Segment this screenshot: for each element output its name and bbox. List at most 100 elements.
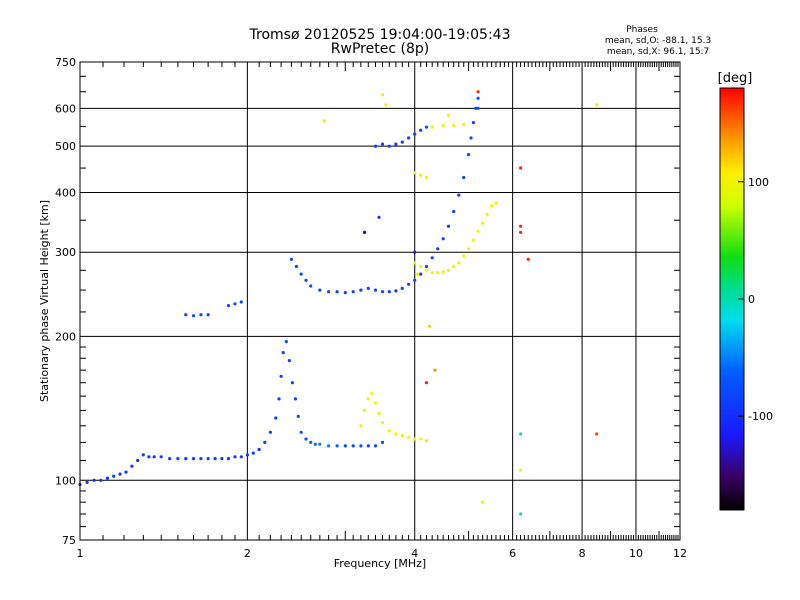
data-point xyxy=(400,434,404,438)
data-point xyxy=(474,106,478,110)
y-tick-label: 75 xyxy=(62,534,76,547)
data-point xyxy=(377,411,381,415)
data-point xyxy=(343,444,347,448)
data-point xyxy=(481,500,485,504)
data-point xyxy=(462,254,466,258)
data-point xyxy=(441,237,445,241)
y-tick-label: 750 xyxy=(55,56,76,69)
data-point xyxy=(394,432,398,436)
data-point xyxy=(380,290,385,294)
data-point xyxy=(457,261,461,265)
data-point xyxy=(416,272,420,276)
chart-title: Tromsø 20120525 19:04:00-19:05:43 xyxy=(249,27,511,43)
data-point xyxy=(263,440,267,444)
legend-title: Phases xyxy=(626,25,658,35)
data-point xyxy=(290,381,294,385)
data-point xyxy=(220,457,224,461)
data-point xyxy=(476,106,480,110)
x-tick-label: 4 xyxy=(411,547,418,560)
data-point xyxy=(380,440,385,444)
data-point xyxy=(519,224,523,228)
data-points xyxy=(78,90,599,516)
colorbar-tick-label: 0 xyxy=(748,293,755,306)
data-point xyxy=(519,512,523,516)
data-point xyxy=(239,300,243,304)
data-point xyxy=(327,290,331,294)
data-point xyxy=(281,351,285,355)
data-point xyxy=(199,313,203,317)
data-point xyxy=(485,212,489,216)
data-point xyxy=(233,455,237,459)
data-point xyxy=(206,457,210,461)
data-point xyxy=(213,457,217,461)
data-point xyxy=(457,193,461,197)
data-point xyxy=(277,397,281,401)
data-point xyxy=(476,96,480,100)
data-point xyxy=(184,313,188,317)
data-point xyxy=(430,256,434,260)
data-point xyxy=(387,290,391,294)
data-point xyxy=(359,424,363,428)
data-point xyxy=(441,270,445,274)
data-point xyxy=(413,437,417,441)
y-tick-label: 100 xyxy=(55,474,76,487)
data-point xyxy=(467,153,471,157)
data-point xyxy=(176,457,180,461)
data-point xyxy=(400,286,404,290)
data-point xyxy=(476,90,480,94)
data-point xyxy=(452,124,456,128)
data-point xyxy=(239,455,243,459)
data-point xyxy=(595,432,599,436)
data-point xyxy=(327,444,331,448)
chart-subtitle: RwPretec (8p) xyxy=(331,41,429,57)
data-point xyxy=(469,136,473,140)
data-point xyxy=(92,478,96,482)
data-point xyxy=(519,432,523,436)
data-point xyxy=(387,144,391,148)
data-point xyxy=(279,374,283,378)
data-point xyxy=(245,453,249,457)
data-point xyxy=(124,470,128,474)
data-point xyxy=(363,408,367,412)
data-point xyxy=(136,458,140,463)
data-point xyxy=(318,288,322,292)
data-point xyxy=(400,140,404,144)
colorbar-ticks: -100 0 100 xyxy=(738,176,773,423)
data-point xyxy=(296,414,300,418)
data-point xyxy=(526,257,530,261)
data-point xyxy=(471,121,475,125)
data-point xyxy=(407,435,411,439)
data-point xyxy=(191,457,196,461)
data-point xyxy=(471,238,475,242)
x-axis-label: Frequency [MHz] xyxy=(334,557,426,570)
x-tick-label: 12 xyxy=(673,547,687,560)
data-point xyxy=(490,204,494,208)
data-point xyxy=(233,302,237,306)
data-point xyxy=(462,175,466,180)
data-point xyxy=(366,444,370,448)
data-point xyxy=(199,457,203,461)
data-point xyxy=(363,230,367,234)
y-tick-label: 500 xyxy=(55,140,76,153)
data-point xyxy=(407,282,411,286)
data-point xyxy=(394,142,398,146)
data-point xyxy=(130,464,134,468)
data-point xyxy=(446,268,451,272)
data-point xyxy=(293,397,297,401)
data-point xyxy=(85,480,89,484)
data-point xyxy=(318,442,322,446)
data-point xyxy=(476,229,480,233)
data-point xyxy=(424,381,429,385)
data-point xyxy=(380,142,385,146)
data-point xyxy=(419,173,423,177)
data-point xyxy=(430,271,434,275)
x-tick-label: 2 xyxy=(244,547,251,560)
data-point xyxy=(446,224,451,228)
y-tick-label: 300 xyxy=(55,246,76,259)
data-point xyxy=(294,264,298,269)
data-point xyxy=(519,230,523,234)
data-point xyxy=(481,221,485,225)
data-point xyxy=(299,272,303,276)
